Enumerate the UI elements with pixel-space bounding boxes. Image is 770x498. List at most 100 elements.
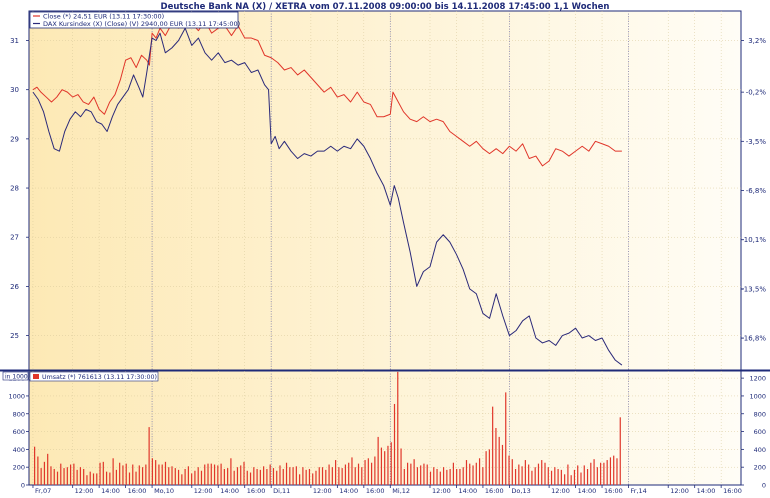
volume-bar [557,468,559,485]
volume-bar [583,465,585,485]
volume-bar [171,466,173,485]
x-tick-label: 16:00 [604,487,623,494]
volume-bar [397,371,399,485]
volume-bar [321,467,324,485]
volume-bar [456,468,458,485]
legend-label-dax: DAX Kursindex (X) (Close) (V) 2940,00 EU… [43,20,240,28]
volume-bar [531,470,533,485]
volume-bar [564,474,566,485]
volume-bar [508,455,510,485]
volume-bar [492,406,494,486]
volume-bar [501,444,504,485]
volume-bar [550,470,553,485]
price-y-label: 26 [10,283,19,291]
volume-bar [475,462,477,485]
volume-bar [442,467,445,485]
volume-bar [410,463,412,486]
volume-y-label-right: 200 [754,464,766,472]
volume-bar [151,458,153,485]
volume-bar [223,468,225,485]
volume-bar [109,472,111,485]
volume-bar [89,471,91,485]
volume-bar [125,463,127,486]
volume-y-label-right: 1200 [749,375,766,383]
x-tick-label: 12:00 [194,487,213,494]
volume-bar [351,457,353,485]
volume-bar [295,466,297,485]
volume-y-label: 600 [13,428,25,436]
volume-bar [158,464,160,485]
price-y-label: 31 [10,37,19,45]
volume-bar [371,462,373,485]
volume-bar [132,464,134,485]
volume-bar [161,464,163,485]
volume-bar [102,461,104,485]
volume-bar [207,463,209,486]
volume-bar [230,458,232,485]
volume-y-label-right: 600 [754,428,766,436]
volume-bar [60,463,62,486]
volume-bar [66,467,68,485]
volume-bar [43,461,46,485]
volume-bar [469,463,471,486]
volume-bar [243,461,245,485]
volume-bar [498,436,500,485]
volume-bar [413,459,415,485]
volume-bar [420,465,422,485]
x-tick-label: 12:00 [313,487,332,494]
price-y-axis: 25 26 27 28 29 30 31 [10,37,29,340]
volume-bar [511,459,513,485]
volume-bar [191,473,193,485]
volume-bar [426,464,428,485]
volume-bar [436,468,438,485]
volume-bar [308,468,311,485]
x-tick-label: 16:00 [723,487,742,494]
volume-bar [119,462,121,485]
volume-bar [63,468,65,485]
volume-bar [305,469,307,485]
volume-bar [380,447,383,485]
volume-bar [544,462,546,485]
volume-y-label: 200 [13,464,25,472]
x-tick-label: 12:00 [432,487,451,494]
volume-bar [387,445,389,485]
volume-bar [416,467,419,485]
x-tick-label: 16:00 [366,487,385,494]
volume-bar [249,472,252,485]
legend-label-price: Close (*) 24,51 EUR (13.11 17:30:00) [43,13,164,21]
volume-bar [495,428,497,485]
volume-bar [289,467,291,485]
volume-y-label-right: 1000 [749,392,766,400]
volume-bar [344,464,347,485]
volume-bar [210,463,212,486]
volume-bar [462,467,464,485]
volume-bar [177,469,180,485]
volume-bar [616,458,618,485]
volume-bar [377,436,379,485]
volume-bar [263,466,265,485]
volume-bar [318,467,320,485]
volume-bar [148,427,150,485]
volume-bar [590,462,592,485]
volume-legend-swatch [33,374,39,379]
volume-bar [187,466,189,485]
volume-bar [184,468,186,485]
volume-bar [70,464,72,485]
volume-bar [600,462,602,485]
volume-bar [518,464,520,485]
volume-bar [155,460,157,485]
volume-bar [606,460,608,485]
volume-bar [269,464,271,485]
volume-bar [459,468,461,485]
volume-y-label: 1000 [8,392,25,400]
volume-bar [537,463,540,486]
volume-bar [567,464,569,485]
dax-index-line [32,27,623,366]
volume-bar [465,460,468,485]
volume-bar [429,471,432,485]
volume-bar [174,468,176,485]
volume-bar [47,453,49,485]
volume-y-label: 800 [13,410,25,418]
volume-bar [213,464,216,485]
x-tick-label: 12:00 [670,487,689,494]
